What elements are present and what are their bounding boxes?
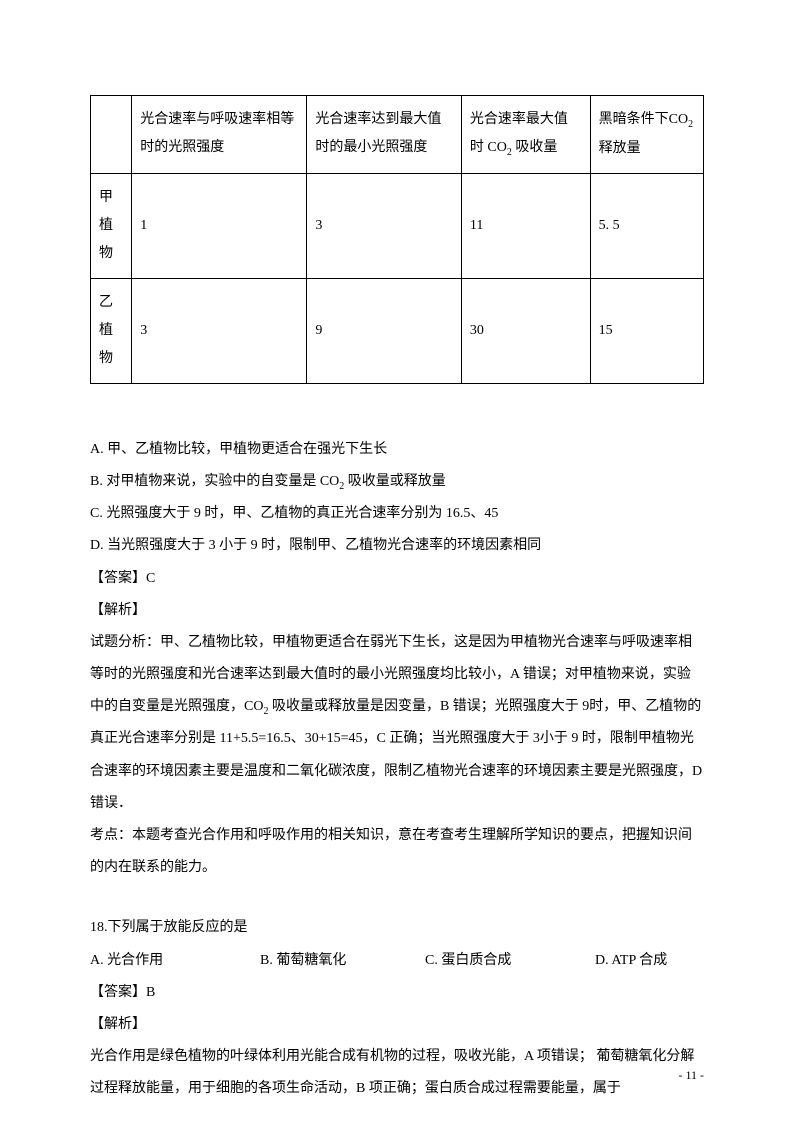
row2-v2: 9	[307, 278, 462, 383]
header-col4-sub: 2	[688, 119, 693, 130]
q18-option-a: A. 光合作用	[90, 945, 260, 977]
table-row: 乙植物 3 9 30 15	[91, 278, 704, 383]
header-empty	[91, 96, 132, 174]
page-number: - 11 -	[678, 1062, 704, 1088]
q17-explanation-label: 【解析】	[90, 595, 704, 627]
q17-analysis: 试题分析：甲、乙植物比较，甲植物更适合在弱光下生长，这是因为甲植物光合速率与呼吸…	[90, 627, 704, 820]
q18-explanation-label: 【解析】	[90, 1009, 704, 1041]
row1-v4: 5. 5	[590, 173, 703, 278]
header-col4-pre: 黑暗条件下CO	[599, 112, 688, 127]
q17-option-c: C. 光照强度大于 9 时，甲、乙植物的真正光合速率分别为 16.5、45	[90, 498, 704, 530]
q17-point: 考点：本题考查光合作用和呼吸作用的相关知识，意在考查考生理解所学知识的要点，把握…	[90, 820, 704, 884]
q18-option-b: B. 葡萄糖氧化	[260, 945, 425, 977]
header-col1: 光合速率与呼吸速率相等时的光照强度	[132, 96, 307, 174]
q17-optb-pre: B. 对甲植物来说，实验中的自变量是 CO	[90, 474, 339, 489]
q17-analysis-post: 吸收量或释放量是因变量，B 错误；光照强度大于 9时，甲、乙植物的真正光合速率分…	[90, 699, 702, 811]
row1-v2: 3	[307, 173, 462, 278]
row2-v3: 30	[461, 278, 590, 383]
table-row: 甲植物 1 3 11 5. 5	[91, 173, 704, 278]
header-col4: 黑暗条件下CO2 释放量	[590, 96, 703, 174]
header-col3-post: 吸收量	[512, 140, 558, 155]
q18-stem: 18.下列属于放能反应的是	[90, 912, 704, 944]
q17-option-b: B. 对甲植物来说，实验中的自变量是 CO2 吸收量或释放量	[90, 466, 704, 498]
header-col3: 光合速率最大值时 CO2 吸收量	[461, 96, 590, 174]
row2-v1: 3	[132, 278, 307, 383]
q18-option-c: C. 蛋白质合成	[425, 945, 595, 977]
header-col2: 光合速率达到最大值时的最小光照强度	[307, 96, 462, 174]
row2-label: 乙植物	[91, 278, 132, 383]
q18-analysis: 光合作用是绿色植物的叶绿体利用光能合成有机物的过程，吸收光能，A 项错误； 葡萄…	[90, 1041, 704, 1105]
row1-v1: 1	[132, 173, 307, 278]
q17-option-a: A. 甲、乙植物比较，甲植物更适合在强光下生长	[90, 434, 704, 466]
row1-v3: 11	[461, 173, 590, 278]
q17-optb-post: 吸收量或释放量	[344, 474, 446, 489]
table-header-row: 光合速率与呼吸速率相等时的光照强度 光合速率达到最大值时的最小光照强度 光合速率…	[91, 96, 704, 174]
q18-answer: 【答案】B	[90, 977, 704, 1009]
row1-label: 甲植物	[91, 173, 132, 278]
q17-answer: 【答案】C	[90, 563, 704, 595]
data-table: 光合速率与呼吸速率相等时的光照强度 光合速率达到最大值时的最小光照强度 光合速率…	[90, 95, 704, 384]
q17-option-d: D. 当光照强度大于 3 小于 9 时，限制甲、乙植物光合速率的环境因素相同	[90, 530, 704, 562]
header-col4-post: 释放量	[599, 141, 641, 156]
q18-options: A. 光合作用B. 葡萄糖氧化C. 蛋白质合成D. ATP 合成	[90, 945, 704, 977]
row2-v4: 15	[590, 278, 703, 383]
q18-option-d: D. ATP 合成	[595, 945, 667, 977]
